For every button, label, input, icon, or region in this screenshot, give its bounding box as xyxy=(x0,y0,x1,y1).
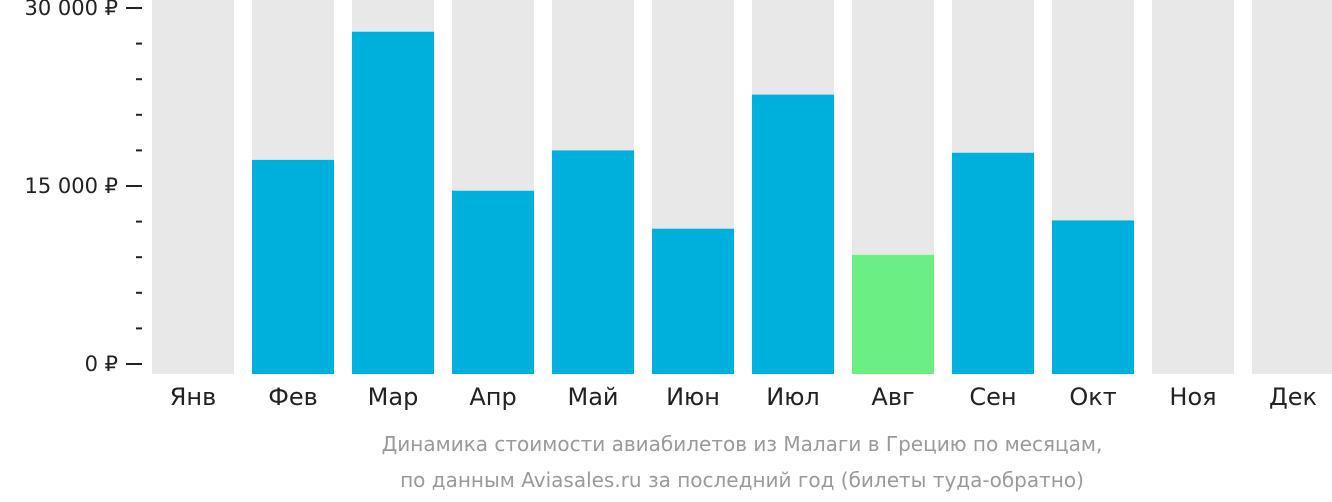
x-tick-label-8: Авг xyxy=(871,383,914,411)
x-tick-label-5: Май xyxy=(567,383,618,411)
x-tick-label-2: Фев xyxy=(268,383,318,411)
bar-background-11 xyxy=(1152,0,1234,374)
x-tick-label-3: Мар xyxy=(368,383,419,411)
x-tick-label-9: Сен xyxy=(969,383,1016,411)
price-bar-chart: Янв Фев Мар Апр Май Июн Июл Авг Сен Окт Ноя Дек 0 ₽ 1… xyxy=(24,0,1332,411)
x-tick-label-1: Янв xyxy=(170,383,217,411)
bar-7 xyxy=(752,94,834,375)
bar-3 xyxy=(352,31,434,374)
bar-9 xyxy=(952,152,1034,374)
x-tick-label-12: Дек xyxy=(1269,383,1317,411)
bar-6 xyxy=(652,228,734,374)
chart-caption-line-2: по данным Aviasales.ru за последний год … xyxy=(400,468,1084,492)
bar-2 xyxy=(252,159,334,374)
bar-background-12 xyxy=(1252,0,1332,374)
x-tick-label-11: Ноя xyxy=(1169,383,1216,411)
x-tick-label-4: Апр xyxy=(469,383,516,411)
bar-8 xyxy=(852,254,934,374)
y-tick-label-2: 15 000 ₽ xyxy=(24,174,118,198)
y-tick-label-1: 0 ₽ xyxy=(85,352,118,376)
chart-caption-line-1: Динамика стоимости авиабилетов из Малаги… xyxy=(381,432,1103,456)
bar-5 xyxy=(552,150,634,374)
x-tick-label-7: Июл xyxy=(766,383,820,411)
y-tick-label-3: 30 000 ₽ xyxy=(24,0,118,20)
bar-4 xyxy=(452,190,534,374)
bar-background-1 xyxy=(152,0,234,374)
bar-10 xyxy=(1052,220,1134,374)
x-tick-label-10: Окт xyxy=(1069,383,1116,411)
x-tick-label-6: Июн xyxy=(666,383,720,411)
